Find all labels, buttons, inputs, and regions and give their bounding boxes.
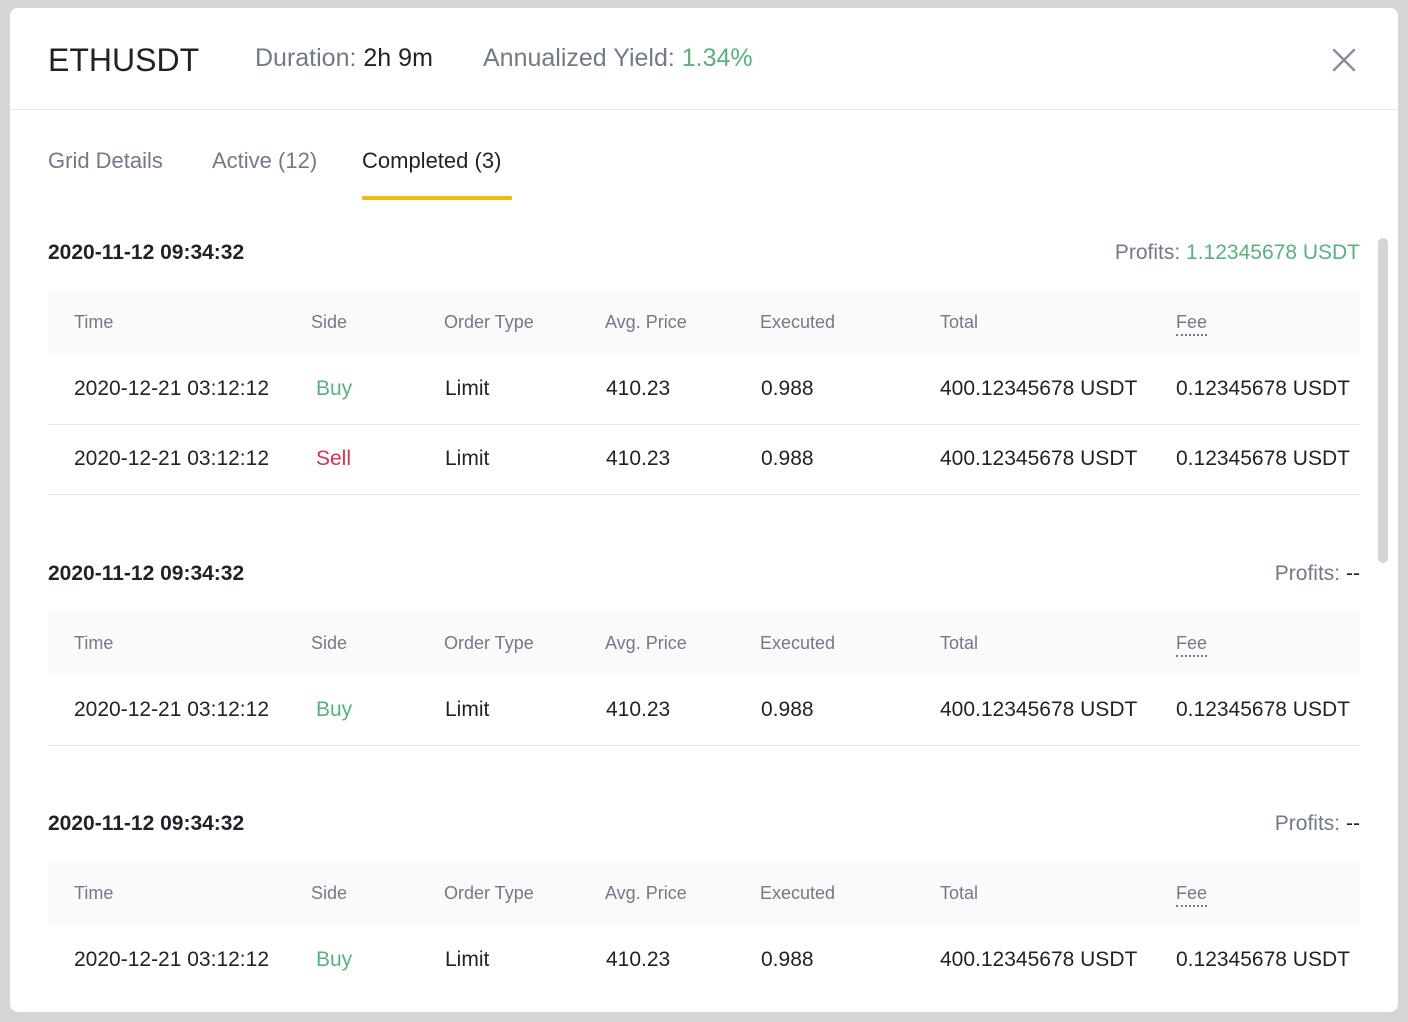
cell-side: Buy [316, 948, 353, 971]
grid-details-modal: ETHUSDT Duration: 2h 9m Annualized Yield… [10, 8, 1398, 1012]
cell-order-type: Limit [445, 377, 490, 400]
cell-executed: 0.988 [761, 377, 814, 400]
table-row: 2020-12-21 03:12:12 Buy Limit 410.23 0.9… [48, 925, 1360, 995]
tab-completed[interactable]: Completed (3) [362, 148, 502, 173]
col-side: Side [311, 633, 348, 653]
cell-time: 2020-12-21 03:12:12 [74, 447, 269, 470]
col-order-type: Order Type [444, 633, 534, 653]
cell-side: Buy [316, 698, 353, 721]
col-time: Time [74, 883, 114, 903]
col-order-type: Order Type [444, 312, 534, 332]
table-row: 2020-12-21 03:12:12 Buy Limit 410.23 0.9… [48, 675, 1360, 746]
group-date: 2020-11-12 09:34:32 [48, 812, 245, 835]
cell-executed: 0.988 [761, 698, 814, 721]
profits-value: 1.12345678 USDT [1186, 241, 1360, 264]
cell-executed: 0.988 [761, 447, 814, 470]
cell-avg-price: 410.23 [606, 698, 671, 721]
cell-fee: 0.12345678 USDT [1176, 698, 1350, 721]
col-side: Side [311, 883, 348, 903]
cell-total: 400.12345678 USDT [940, 698, 1138, 721]
cell-order-type: Limit [445, 447, 490, 470]
annualized-yield: Annualized Yield: 1.34% [483, 44, 753, 73]
col-total: Total [940, 312, 979, 332]
group-date: 2020-11-12 09:34:32 [48, 241, 245, 264]
col-fee[interactable]: Fee [1176, 883, 1208, 907]
close-icon [1332, 48, 1356, 72]
cell-order-type: Limit [445, 948, 490, 971]
cell-avg-price: 410.23 [606, 447, 671, 470]
col-avg-price: Avg. Price [605, 312, 687, 332]
duration: Duration: 2h 9m [255, 44, 433, 73]
modal-header: ETHUSDT Duration: 2h 9m Annualized Yield… [10, 8, 1398, 110]
group-profits: Profits: 1.12345678 USDT [1115, 241, 1360, 265]
cell-executed: 0.988 [761, 948, 814, 971]
cell-avg-price: 410.23 [606, 377, 671, 400]
profits-label: Profits: [1274, 812, 1341, 835]
yield-value: 1.34% [681, 44, 753, 72]
table-header: Time Side Order Type Avg. Price Executed… [48, 611, 1360, 675]
col-total: Total [940, 883, 979, 903]
col-time: Time [74, 633, 114, 653]
cell-fee: 0.12345678 USDT [1176, 948, 1350, 971]
cell-side: Buy [316, 377, 353, 400]
col-avg-price: Avg. Price [605, 633, 687, 653]
cell-avg-price: 410.23 [606, 948, 671, 971]
col-avg-price: Avg. Price [605, 883, 687, 903]
col-fee[interactable]: Fee [1176, 633, 1208, 657]
tab-active[interactable]: Active (12) [212, 148, 318, 173]
yield-label: Annualized Yield: [483, 44, 675, 72]
cell-fee: 0.12345678 USDT [1176, 377, 1350, 400]
cell-time: 2020-12-21 03:12:12 [74, 698, 269, 721]
col-fee[interactable]: Fee [1176, 312, 1208, 336]
duration-label: Duration: [255, 44, 357, 72]
profits-value: -- [1346, 812, 1360, 835]
col-executed: Executed [760, 883, 836, 903]
group-date: 2020-11-12 09:34:32 [48, 562, 245, 585]
table-row: 2020-12-21 03:12:12 Buy Limit 410.23 0.9… [48, 354, 1360, 425]
col-executed: Executed [760, 633, 836, 653]
group-profits: Profits: -- [1275, 812, 1360, 836]
table-header: Time Side Order Type Avg. Price Executed… [48, 290, 1360, 354]
cell-total: 400.12345678 USDT [940, 948, 1138, 971]
col-side: Side [311, 312, 348, 332]
col-order-type: Order Type [444, 883, 534, 903]
cell-side: Sell [316, 447, 352, 470]
cell-total: 400.12345678 USDT [940, 447, 1138, 470]
col-time: Time [74, 312, 114, 332]
table-row: 2020-12-21 03:12:12 Sell Limit 410.23 0.… [48, 424, 1360, 495]
profits-label: Profits: [1274, 562, 1341, 585]
cell-fee: 0.12345678 USDT [1176, 447, 1350, 470]
profits-label: Profits: [1114, 241, 1181, 264]
close-button[interactable] [1330, 46, 1358, 74]
scrollbar-thumb[interactable] [1378, 238, 1388, 563]
cell-time: 2020-12-21 03:12:12 [74, 948, 269, 971]
symbol-title: ETHUSDT [48, 42, 200, 78]
col-executed: Executed [760, 312, 836, 332]
duration-value: 2h 9m [363, 44, 433, 72]
table-header: Time Side Order Type Avg. Price Executed… [48, 861, 1360, 925]
col-total: Total [940, 633, 979, 653]
cell-total: 400.12345678 USDT [940, 377, 1138, 400]
tab-grid-details[interactable]: Grid Details [48, 148, 163, 173]
cell-order-type: Limit [445, 698, 490, 721]
group-profits: Profits: -- [1275, 562, 1360, 586]
active-tab-underline [362, 196, 512, 200]
cell-time: 2020-12-21 03:12:12 [74, 377, 269, 400]
profits-value: -- [1346, 562, 1360, 585]
